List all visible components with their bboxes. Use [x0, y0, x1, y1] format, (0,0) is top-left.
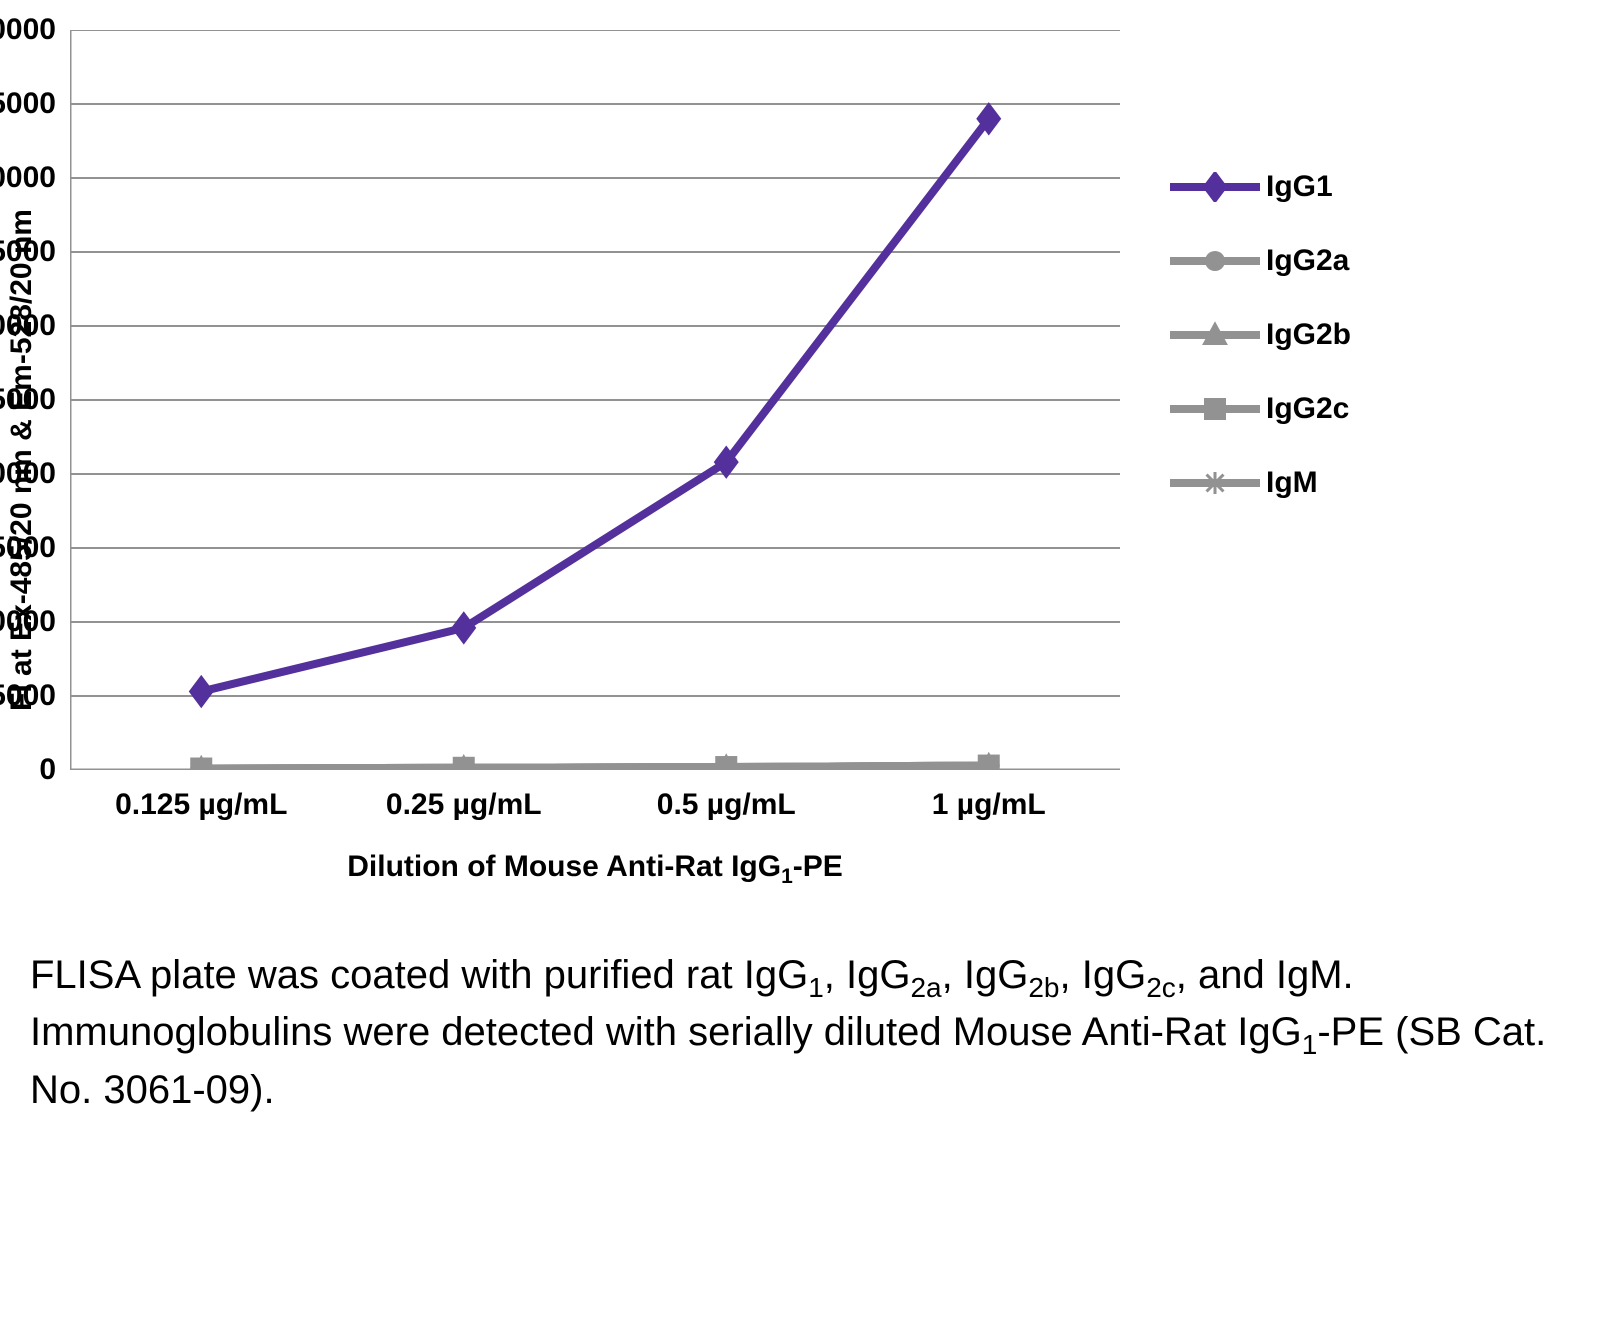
y-tick-label: 45000 [0, 87, 56, 121]
caption-text: FLISA plate was coated with purified rat… [30, 949, 1570, 1116]
legend-label: IgG2b [1266, 318, 1351, 352]
legend-swatch [1170, 394, 1260, 424]
legend-swatch [1170, 320, 1260, 350]
y-tick-label: 10000 [0, 605, 56, 639]
y-tick-label: 35000 [0, 235, 56, 269]
chart-area: FI at Ex-485/20 nm & Em-528/20 nm 050001… [70, 30, 1120, 889]
legend-item: IgG2b [1170, 318, 1351, 352]
y-tick-label: 15000 [0, 531, 56, 565]
y-tick-label: 30000 [0, 309, 56, 343]
legend: IgG1 IgG2a IgG2b IgG2c IgM [1170, 170, 1351, 500]
plot-area: 0500010000150002000025000300003500040000… [70, 30, 1120, 770]
legend-label: IgG2a [1266, 244, 1349, 278]
x-tick-label: 0.25 µg/mL [386, 788, 542, 822]
chart-container: FI at Ex-485/20 nm & Em-528/20 nm 050001… [70, 30, 1575, 889]
y-tick-label: 20000 [0, 457, 56, 491]
y-tick-label: 50000 [0, 13, 56, 47]
chart-svg [70, 30, 1120, 770]
x-axis-label: Dilution of Mouse Anti-Rat IgG1-PE [70, 850, 1120, 889]
y-tick-label: 25000 [0, 383, 56, 417]
legend-swatch [1170, 246, 1260, 276]
legend-item: IgG2c [1170, 392, 1351, 426]
legend-item: IgM [1170, 466, 1351, 500]
legend-item: IgG2a [1170, 244, 1351, 278]
legend-item: IgG1 [1170, 170, 1351, 204]
legend-label: IgG2c [1266, 392, 1349, 426]
legend-swatch [1170, 468, 1260, 498]
y-tick-label: 0 [39, 753, 56, 787]
y-tick-label: 5000 [0, 679, 56, 713]
y-tick-label: 40000 [0, 161, 56, 195]
x-tick-label: 1 µg/mL [932, 788, 1046, 822]
legend-swatch [1170, 172, 1260, 202]
x-tick-label: 0.125 µg/mL [115, 788, 287, 822]
x-tick-label: 0.5 µg/mL [657, 788, 796, 822]
legend-label: IgM [1266, 466, 1318, 500]
legend-label: IgG1 [1266, 170, 1333, 204]
